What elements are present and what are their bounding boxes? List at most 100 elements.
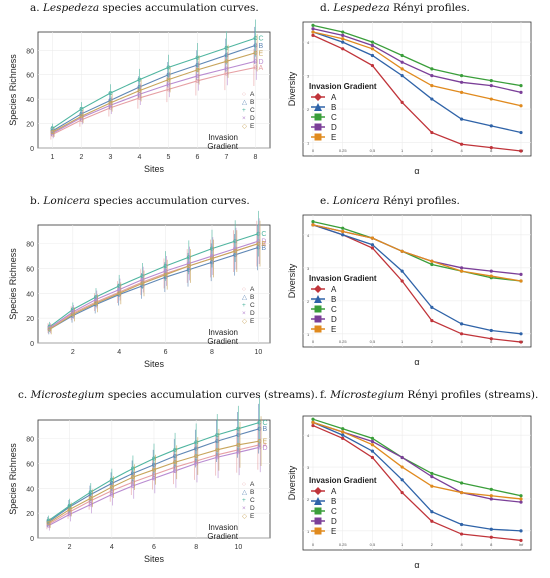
point-E (108, 100, 113, 105)
end-label-C: C (261, 231, 266, 238)
point-D (519, 500, 523, 504)
x-tick-label: 2 (71, 349, 75, 356)
point-D (489, 269, 493, 273)
point-B (430, 510, 434, 514)
point-D (370, 439, 375, 444)
series-line-E (52, 52, 256, 133)
series-line-B (312, 421, 522, 532)
point-C (519, 494, 523, 498)
plot-frame (302, 415, 532, 551)
y-tick-label: 1 (307, 332, 310, 337)
point-D (430, 74, 434, 78)
plot-frame (302, 214, 532, 348)
end-label-D: D (261, 239, 266, 246)
point-C (489, 487, 493, 491)
x-tick-label: 5 (167, 154, 171, 161)
point-C (459, 74, 464, 78)
y-tick-label: 60 (26, 461, 34, 468)
point-A (311, 423, 315, 428)
panel-title-e: e. Lonicera Rényi profiles. (320, 195, 460, 207)
y-tick-label: 4 (307, 233, 310, 238)
y-tick-label: 2 (307, 107, 310, 112)
legend-marker-D (314, 123, 322, 131)
point-A (400, 100, 404, 104)
legend-label-B: B (250, 99, 254, 106)
end-label-E: E (259, 50, 264, 57)
title-prefix: b. (30, 195, 44, 207)
legend-label-E: E (331, 527, 336, 536)
x-axis-label: Sites (144, 164, 165, 174)
legend-title: Invasion (208, 328, 238, 337)
legend-label-C: C (331, 113, 337, 122)
series-line-D (52, 60, 256, 134)
panel-title-a: a. Lespedeza species accumulation curves… (30, 2, 259, 14)
title-species: Lespedeza (42, 2, 100, 14)
point-E (400, 465, 404, 469)
x-axis-label: Sites (144, 359, 165, 369)
y-tick-label: 80 (26, 48, 34, 55)
y-axis-label: Diversity (287, 71, 297, 106)
legend-label-B: B (250, 294, 254, 301)
legend-label-E: E (250, 318, 255, 325)
x-tick-label: 1 (401, 148, 404, 153)
legend-marker-A: ○ (242, 286, 246, 293)
point-E (256, 241, 261, 246)
legend-marker-C: + (242, 107, 246, 114)
series-line-E (312, 224, 522, 282)
x-tick-label: 2 (68, 544, 72, 551)
point-D (519, 90, 523, 94)
legend-title: Invasion (208, 523, 238, 532)
x-axis-label: α (414, 560, 419, 570)
legend-label-C: C (250, 107, 255, 114)
point-C (341, 30, 345, 34)
y-tick-label: 2 (307, 497, 310, 502)
point-A (519, 340, 523, 344)
x-tick-label: 2 (431, 148, 434, 153)
point-E (236, 442, 241, 447)
x-tick-label: 8 (490, 339, 493, 344)
title-rest: Rényi profiles. (389, 2, 470, 14)
legend-label-B: B (250, 489, 254, 496)
x-tick-label: 1 (51, 154, 55, 161)
point-D (459, 266, 464, 270)
point-D (489, 497, 493, 501)
point-B (341, 40, 345, 44)
legend-label-B: B (331, 295, 336, 304)
y-tick-label: 1 (307, 529, 310, 534)
legend-marker-A (314, 487, 322, 495)
legend-marker-E: ◇ (242, 318, 248, 325)
series-line-C (312, 418, 522, 497)
x-tick-label: 7 (225, 154, 229, 161)
legend-label-E: E (250, 123, 255, 130)
title-rest: species accumulation curves (streams). (104, 389, 318, 401)
x-tick-label: 8 (490, 542, 493, 547)
legend-label-A: A (331, 285, 337, 294)
y-tick-label: 40 (26, 291, 34, 298)
series-line-D (312, 28, 522, 93)
point-E (400, 249, 404, 253)
x-tick-label: 8 (210, 349, 214, 356)
y-tick-label: 0 (30, 536, 34, 543)
series-line-C (48, 421, 260, 522)
point-B (370, 243, 375, 247)
legend-marker-A: ○ (242, 481, 246, 488)
end-label-B: B (259, 43, 264, 50)
point-B (400, 74, 404, 78)
point-A (489, 535, 493, 539)
legend-label-D: D (250, 115, 255, 122)
legend-label-C: C (331, 305, 337, 314)
title-prefix: e. (320, 195, 333, 207)
y-axis-label: Species Richness (8, 248, 18, 320)
point-B (489, 124, 493, 128)
legend-marker-C: + (242, 302, 246, 309)
point-A (459, 532, 464, 536)
x-tick-label: 0 (312, 339, 315, 344)
end-label-D: D (262, 445, 267, 452)
point-C (430, 67, 434, 71)
x-tick-label: 8 (254, 154, 258, 161)
point-B (400, 269, 404, 273)
y-tick-label: 4 (307, 40, 310, 45)
series-line-A (52, 66, 256, 136)
